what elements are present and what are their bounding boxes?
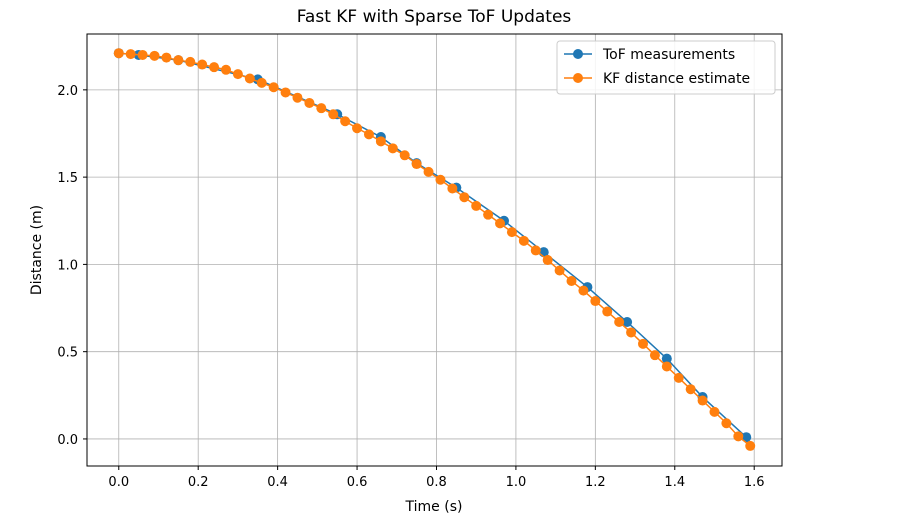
data-point: [649, 350, 660, 361]
data-point: [685, 384, 696, 395]
data-point: [518, 235, 529, 246]
data-point: [661, 353, 672, 364]
data-point: [328, 109, 339, 120]
data-point: [387, 143, 398, 154]
data-point: [125, 49, 136, 60]
data-point: [733, 431, 744, 442]
plot-frame: [86, 33, 783, 467]
data-point: [745, 440, 756, 451]
y-tick-label: 1.0: [57, 258, 78, 273]
data-point: [741, 432, 752, 443]
grid: [87, 34, 782, 466]
x-tick-label: 1.6: [744, 475, 765, 490]
data-point: [185, 56, 196, 67]
series-line: [118, 52, 747, 438]
data-point: [602, 306, 613, 317]
data-point: [554, 265, 565, 276]
x-axis: 0.0 0.2 0.4 0.6 0.8 1.0 1.2 1.4 1.6: [108, 466, 765, 490]
data-point: [697, 395, 708, 406]
series-layer: [113, 48, 756, 451]
data-point: [113, 48, 124, 59]
data-point: [375, 136, 386, 147]
x-tick-label: 1.4: [664, 475, 685, 490]
data-point: [626, 327, 637, 338]
data-point: [197, 59, 208, 70]
y-tick-label: 0.5: [57, 346, 78, 361]
data-point: [173, 55, 184, 66]
data-point: [352, 123, 363, 134]
data-point: [673, 372, 684, 383]
data-point: [256, 77, 267, 88]
y-axis: 0.0 0.5 1.0 1.5 2.0: [57, 84, 87, 448]
data-point: [363, 129, 374, 140]
data-point: [268, 82, 279, 93]
x-axis-label: Time (s): [405, 499, 463, 515]
x-tick-label: 0.0: [108, 475, 129, 490]
data-point: [161, 52, 172, 63]
data-point: [721, 418, 732, 429]
x-tick-label: 0.2: [188, 475, 209, 490]
legend-label-tof: ToF measurements: [602, 47, 735, 63]
data-point: [423, 166, 434, 177]
chart-title: Fast KF with Sparse ToF Updates: [297, 7, 572, 27]
data-point: [244, 73, 255, 84]
data-point: [622, 317, 633, 327]
data-point: [542, 255, 553, 266]
y-tick-label: 1.5: [57, 171, 78, 186]
data-point: [566, 275, 577, 286]
data-point: [447, 183, 458, 194]
x-tick-label: 0.8: [426, 475, 447, 490]
data-point: [221, 64, 231, 75]
series-tof: [113, 48, 752, 443]
data-point: [709, 406, 720, 417]
legend-box: [556, 40, 776, 95]
data-point: [483, 209, 494, 220]
series-kf: [113, 48, 756, 451]
data-point: [316, 103, 327, 114]
data-point: [232, 69, 243, 80]
data-point: [411, 159, 422, 170]
data-point: [399, 150, 410, 161]
series-line: [118, 52, 751, 447]
legend: ToF measurements KF distance estimate: [556, 40, 776, 95]
data-point: [638, 338, 648, 349]
y-axis-label: Distance (m): [29, 205, 45, 295]
data-point: [614, 317, 625, 327]
x-tick-label: 0.4: [267, 475, 288, 490]
data-point: [530, 245, 541, 256]
x-tick-label: 1.0: [506, 475, 527, 490]
data-point: [304, 97, 315, 108]
data-point: [506, 227, 517, 238]
data-point: [149, 50, 160, 61]
data-point: [495, 218, 506, 229]
y-tick-label: 2.0: [57, 84, 78, 99]
data-point: [590, 296, 601, 307]
data-point: [459, 192, 470, 203]
legend-label-kf: KF distance estimate: [603, 71, 750, 87]
legend-marker-kf: [573, 73, 583, 83]
data-point: [471, 200, 482, 211]
data-point: [661, 361, 672, 372]
x-tick-label: 0.6: [347, 475, 368, 490]
data-point: [435, 174, 446, 185]
data-point: [209, 62, 220, 73]
data-point: [137, 49, 148, 60]
x-tick-label: 1.2: [585, 475, 606, 490]
data-point: [280, 87, 291, 98]
y-tick-label: 0.0: [57, 433, 78, 448]
data-point: [292, 92, 303, 103]
data-point: [340, 116, 351, 127]
legend-marker-tof: [573, 49, 583, 59]
data-point: [578, 285, 589, 296]
